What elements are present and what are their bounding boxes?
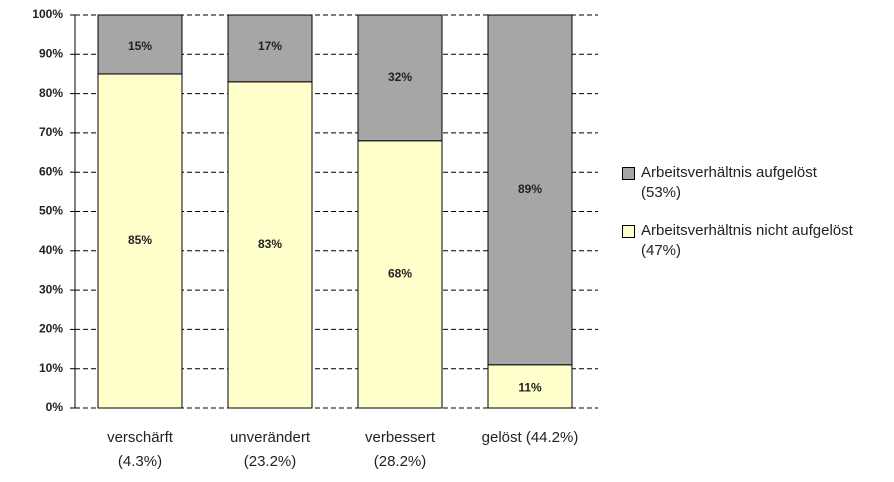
bar-segment — [357, 140, 443, 409]
bar-segment — [357, 14, 443, 142]
y-tick-label: 80% — [39, 86, 63, 100]
value-label: 11% — [518, 381, 542, 395]
legend-item: Arbeitsverhältnis aufgelöst (53%) — [622, 163, 856, 203]
x-tick-label: verschärft (4.3%) — [107, 429, 173, 470]
value-label: 17% — [258, 39, 282, 53]
legend-swatch — [622, 225, 635, 238]
bar-segment — [487, 364, 573, 409]
y-tick-label: 90% — [39, 46, 63, 60]
y-tick-label: 10% — [39, 361, 63, 375]
value-label: 89% — [518, 182, 542, 196]
y-tick-label: 0% — [46, 400, 64, 414]
legend-label: Arbeitsverhältnis aufgelöst (53%) — [641, 164, 817, 201]
legend-label: Arbeitsverhältnis nicht aufgelöst (47%) — [641, 222, 853, 259]
y-tick-label: 100% — [32, 7, 63, 21]
x-tick-label: gelöst (44.2%) — [481, 429, 579, 446]
value-label: 15% — [128, 39, 152, 53]
y-tick-label: 70% — [39, 125, 63, 139]
value-label: 83% — [258, 237, 282, 251]
y-tick-label: 50% — [39, 204, 63, 218]
y-tick-label: 30% — [39, 282, 63, 296]
bar-segment — [97, 14, 183, 75]
value-label: 68% — [388, 267, 412, 281]
legend-swatch — [622, 167, 635, 180]
x-tick-label: unverändert (23.2%) — [229, 429, 311, 470]
value-label: 85% — [128, 233, 152, 247]
legend-item: Arbeitsverhältnis nicht aufgelöst (47%) — [622, 221, 856, 261]
value-label: 32% — [388, 70, 412, 84]
x-tick-label: verbessert (28.2%) — [364, 429, 436, 470]
bar-segment — [487, 14, 573, 366]
bar-segment — [227, 14, 313, 83]
y-tick-label: 20% — [39, 322, 63, 336]
y-tick-label: 40% — [39, 243, 63, 257]
bar-segment — [227, 81, 313, 409]
y-tick-label: 60% — [39, 164, 63, 178]
